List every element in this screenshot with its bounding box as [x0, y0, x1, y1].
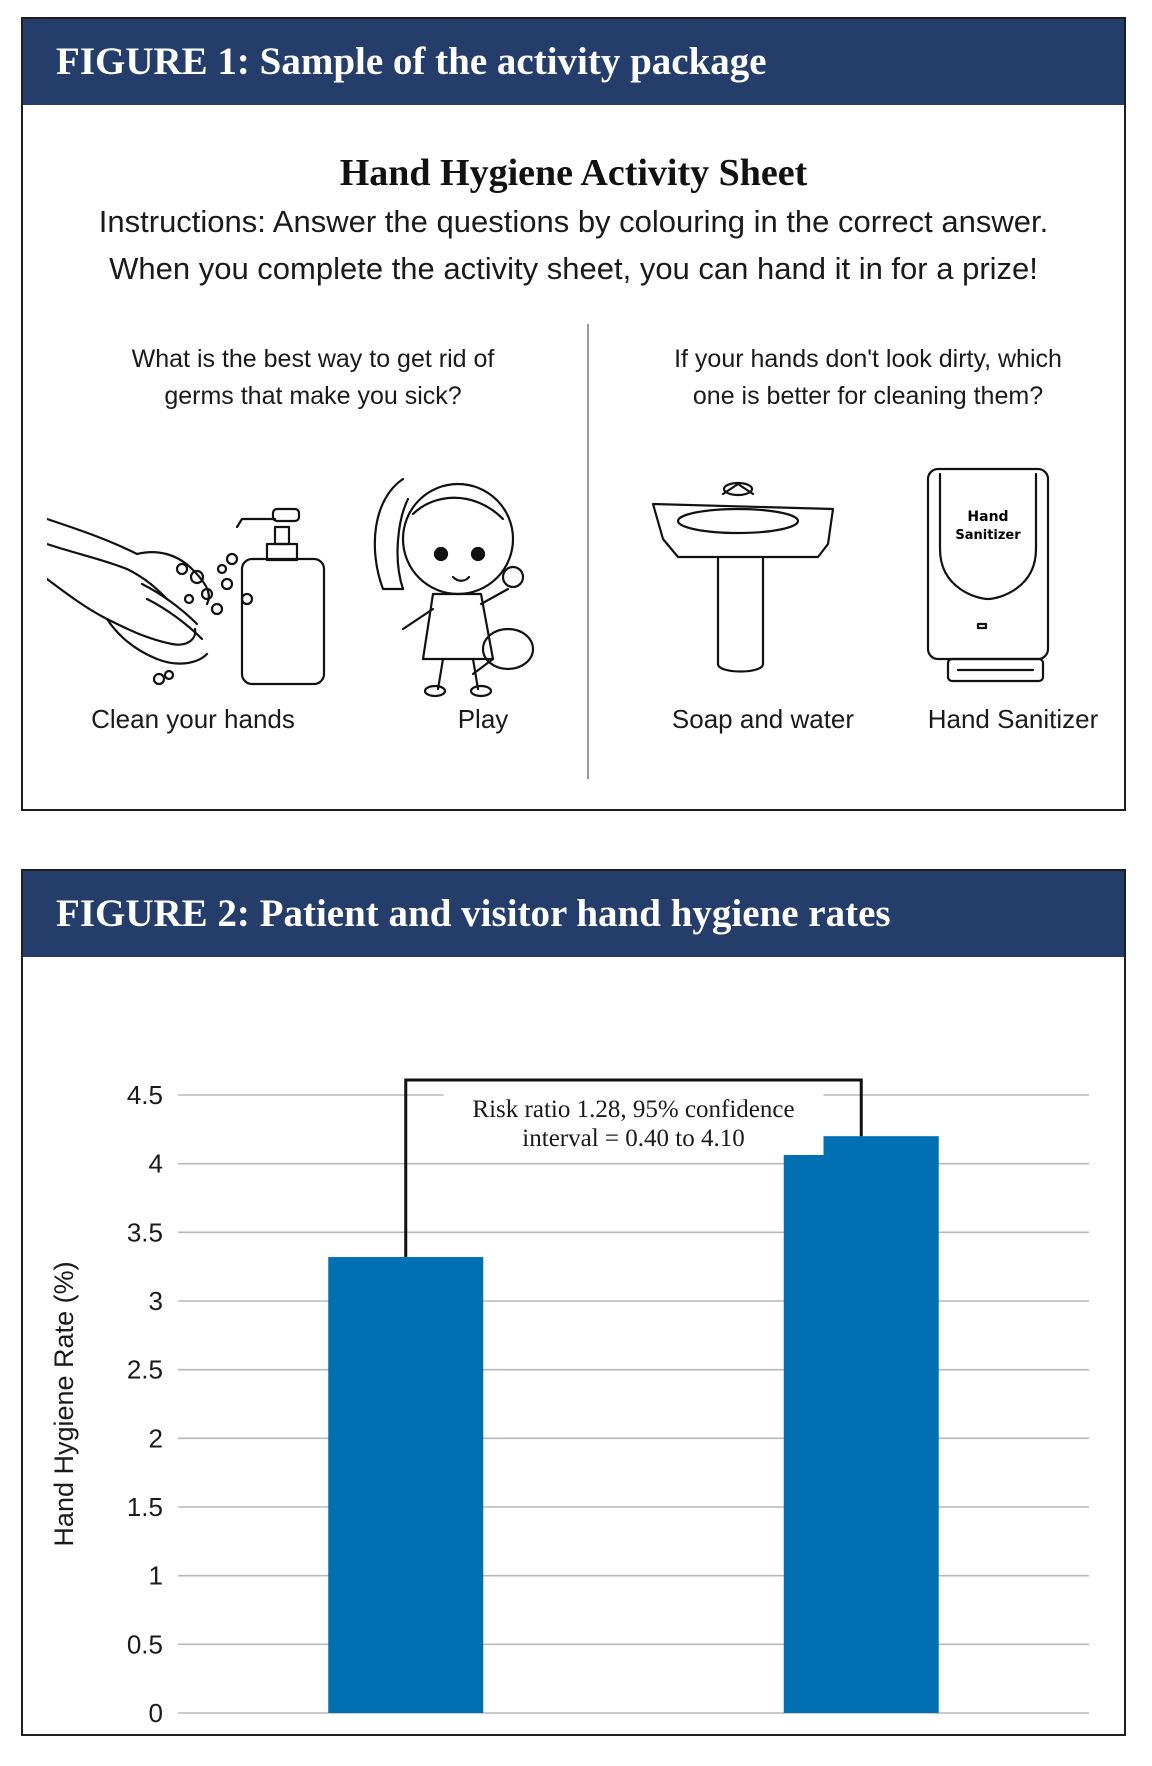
question-1: What is the best way to get rid of germs… — [93, 341, 533, 415]
bar — [328, 1257, 484, 1713]
question-1-line-1: What is the best way to get rid of — [131, 345, 495, 373]
question-2-line-1: If your hands don't look dirty, which — [674, 345, 1062, 373]
y-tick-label: 0 — [149, 1698, 163, 1728]
question-2-line-2: one is better for cleaning them? — [692, 382, 1044, 410]
activity-sheet-title: Hand Hygiene Activity Sheet — [339, 152, 808, 194]
y-tick-label: 2 — [149, 1423, 163, 1453]
question-divider — [587, 324, 589, 779]
figure-2-header: FIGURE 2: Patient and visitor hand hygie… — [23, 871, 1124, 957]
figure-1-header: FIGURE 1: Sample of the activity package — [23, 19, 1124, 105]
option-hand-sanitizer: Hand Sanitizer — [927, 704, 1099, 734]
annotation-background — [443, 1093, 824, 1155]
bar — [783, 1136, 939, 1713]
y-tick-label: 1.5 — [127, 1492, 163, 1522]
washing-hands-illustration — [47, 507, 326, 686]
y-tick-label: 1 — [149, 1561, 163, 1591]
hand-hygiene-bar-chart: 00.511.522.533.544.5 Pre-interventionPos… — [49, 1078, 1089, 1728]
y-tick-label: 3 — [149, 1286, 163, 1316]
option-play: Play — [457, 704, 509, 734]
instructions-line-2: When you complete the activity sheet, yo… — [109, 251, 1038, 286]
dispenser-label-line-2: Sanitizer — [955, 528, 1021, 543]
figure-2-panel: FIGURE 2: Patient and visitor hand hygie… — [21, 869, 1126, 1736]
option-soap-and-water: Soap and water — [671, 704, 855, 734]
hand-sanitizer-dispenser-illustration: Hand Sanitizer — [926, 467, 1050, 683]
question-1-line-2: germs that make you sick? — [164, 382, 462, 410]
sink-illustration — [651, 481, 835, 673]
annotation-line-1: Risk ratio 1.28, 95% confidence — [472, 1096, 794, 1123]
y-tick-label: 0.5 — [127, 1629, 163, 1659]
figure-1-panel: FIGURE 1: Sample of the activity package… — [21, 17, 1126, 811]
y-tick-label: 2.5 — [127, 1355, 163, 1385]
option-clean-your-hands: Clean your hands — [91, 704, 295, 734]
y-tick-label: 3.5 — [127, 1217, 163, 1247]
girl-playing-tennis-illustration — [373, 477, 535, 698]
question-2: If your hands don't look dirty, which on… — [643, 341, 1093, 415]
comparison-bracket — [404, 1078, 863, 1258]
y-tick-label: 4 — [149, 1149, 163, 1179]
y-axis-label: Hand Hygiene Rate (%) — [49, 1261, 79, 1546]
instructions-line-1: Instructions: Answer the questions by co… — [98, 204, 1049, 239]
annotation-line-2: interval = 0.40 to 4.10 — [522, 1125, 744, 1152]
y-tick-label: 4.5 — [127, 1080, 163, 1110]
dispenser-label-line-1: Hand — [967, 509, 1008, 525]
